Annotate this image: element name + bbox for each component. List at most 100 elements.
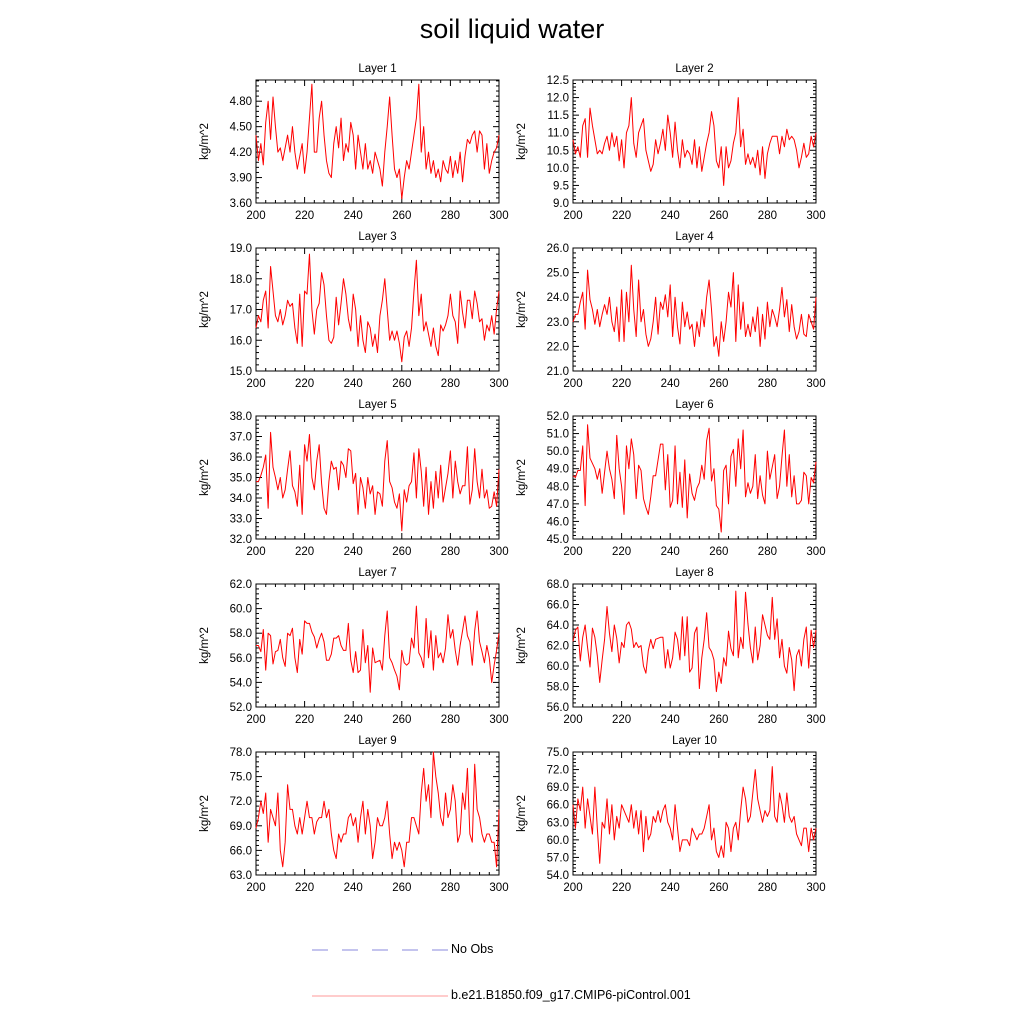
panel-5: Layer 5 kg/m^2 200 220 240 260 280 300 32.0 33.0 3… [199, 399, 509, 558]
x-tick-label: 280 [758, 546, 777, 558]
legend-model-label: b.e21.B1850.f09_g17.CMIP6-piControl.001 [451, 988, 691, 1002]
x-tick-label: 220 [295, 714, 314, 726]
legend-model-line [312, 995, 448, 997]
y-tick-label: 66.0 [547, 600, 569, 612]
y-tick-label: 9.5 [553, 180, 569, 192]
y-axis-label: kg/m^2 [199, 123, 211, 160]
y-tick-label: 38.0 [230, 411, 252, 423]
y-axis-label: kg/m^2 [199, 795, 211, 832]
x-tick-label: 240 [661, 546, 680, 558]
x-tick-label: 260 [392, 882, 411, 894]
x-tick-label: 240 [661, 210, 680, 222]
y-tick-label: 12.5 [547, 75, 569, 87]
y-tick-label: 46.0 [547, 516, 569, 528]
panel-4: Layer 4 kg/m^2 200 220 240 260 280 300 21.0 22.0 2… [516, 231, 826, 390]
y-tick-label: 37.0 [230, 432, 252, 444]
panel-2: Layer 2 kg/m^2 200 220 240 260 280 300 9.0 9.5 10.… [516, 63, 826, 222]
y-tick-label: 12.0 [547, 93, 569, 105]
panel-8: Layer 8 kg/m^2 200 220 240 260 280 300 56.0 58.0 6… [516, 567, 826, 726]
y-tick-label: 49.0 [547, 464, 569, 476]
panel-title: Layer 7 [358, 567, 396, 579]
x-tick-label: 220 [612, 882, 631, 894]
y-tick-label: 22.0 [547, 341, 569, 353]
plot-frame [572, 751, 817, 876]
y-tick-label: 36.0 [230, 452, 252, 464]
series-line [255, 253, 500, 363]
x-tick-label: 260 [392, 546, 411, 558]
panel-10: Layer 10 kg/m^2 200 220 240 260 280 300 54.0 57.0… [516, 735, 826, 894]
y-tick-label: 72.0 [230, 796, 252, 808]
x-tick-label: 240 [344, 378, 363, 390]
y-tick-label: 15.0 [230, 366, 252, 378]
y-tick-label: 72.0 [547, 765, 569, 777]
y-tick-label: 50.0 [547, 446, 569, 458]
y-tick-label: 69.0 [230, 821, 252, 833]
panel-9: Layer 9 kg/m^2 200 220 240 260 280 300 63.0 66.0 6… [199, 735, 509, 894]
panel-title: Layer 6 [675, 399, 713, 411]
x-tick-label: 280 [441, 714, 460, 726]
y-tick-label: 60.0 [547, 661, 569, 673]
panel-title: Layer 3 [358, 231, 396, 243]
series-line [572, 766, 817, 864]
panel-3: Layer 3 kg/m^2 200 220 240 260 280 300 15.0 16.0 1… [199, 231, 509, 390]
y-axis-label: kg/m^2 [199, 459, 211, 496]
y-tick-label: 19.0 [230, 243, 252, 255]
x-tick-label: 260 [709, 882, 728, 894]
x-tick-label: 220 [295, 378, 314, 390]
y-tick-label: 56.0 [230, 653, 252, 665]
y-tick-label: 23.0 [547, 317, 569, 329]
x-tick-label: 260 [709, 210, 728, 222]
x-tick-label: 200 [563, 714, 582, 726]
plot-frame [255, 79, 500, 204]
y-tick-label: 54.0 [547, 870, 569, 882]
x-tick-label: 220 [612, 210, 631, 222]
plot-frame [255, 415, 500, 540]
series-line [256, 431, 500, 532]
panel-title: Layer 4 [675, 231, 714, 243]
y-tick-label: 3.90 [230, 173, 252, 185]
y-tick-label: 11.5 [547, 110, 569, 122]
x-tick-label: 280 [441, 882, 460, 894]
panel-title: Layer 8 [675, 567, 713, 579]
y-tick-label: 24.0 [547, 292, 569, 304]
series-line [255, 83, 500, 200]
panel-1: Layer 1 kg/m^2 200 220 240 260 280 300 3.60 3.90 4… [199, 63, 509, 222]
x-tick-label: 240 [344, 714, 363, 726]
y-tick-label: 51.0 [547, 429, 569, 441]
x-tick-label: 200 [563, 546, 582, 558]
x-tick-label: 280 [758, 210, 777, 222]
x-tick-label: 200 [246, 882, 265, 894]
y-tick-label: 58.0 [547, 682, 569, 694]
x-tick-label: 200 [246, 546, 265, 558]
y-tick-label: 21.0 [547, 366, 569, 378]
y-axis-label: kg/m^2 [516, 123, 528, 160]
y-tick-label: 10.5 [547, 145, 569, 157]
x-tick-label: 240 [661, 378, 680, 390]
y-tick-label: 4.80 [230, 96, 252, 108]
x-tick-label: 300 [806, 378, 825, 390]
x-tick-label: 300 [489, 210, 508, 222]
x-tick-label: 200 [563, 210, 582, 222]
x-tick-label: 260 [709, 714, 728, 726]
y-tick-label: 34.0 [230, 493, 252, 505]
x-tick-label: 300 [489, 378, 508, 390]
x-tick-label: 200 [246, 210, 265, 222]
x-tick-label: 220 [612, 378, 631, 390]
y-tick-label: 52.0 [230, 702, 252, 714]
x-tick-label: 300 [489, 714, 508, 726]
plot-frame [572, 247, 817, 372]
y-tick-label: 32.0 [230, 534, 252, 546]
y-tick-label: 48.0 [547, 481, 569, 493]
x-tick-label: 260 [709, 546, 728, 558]
series-line [572, 590, 817, 693]
y-tick-label: 78.0 [230, 747, 252, 759]
y-tick-label: 63.0 [230, 870, 252, 882]
y-tick-label: 75.0 [230, 772, 252, 784]
x-tick-label: 260 [392, 210, 411, 222]
y-tick-label: 75.0 [547, 747, 569, 759]
y-tick-label: 60.0 [547, 835, 569, 847]
y-tick-label: 66.0 [230, 845, 252, 857]
x-tick-label: 240 [344, 882, 363, 894]
y-axis-label: kg/m^2 [516, 459, 528, 496]
